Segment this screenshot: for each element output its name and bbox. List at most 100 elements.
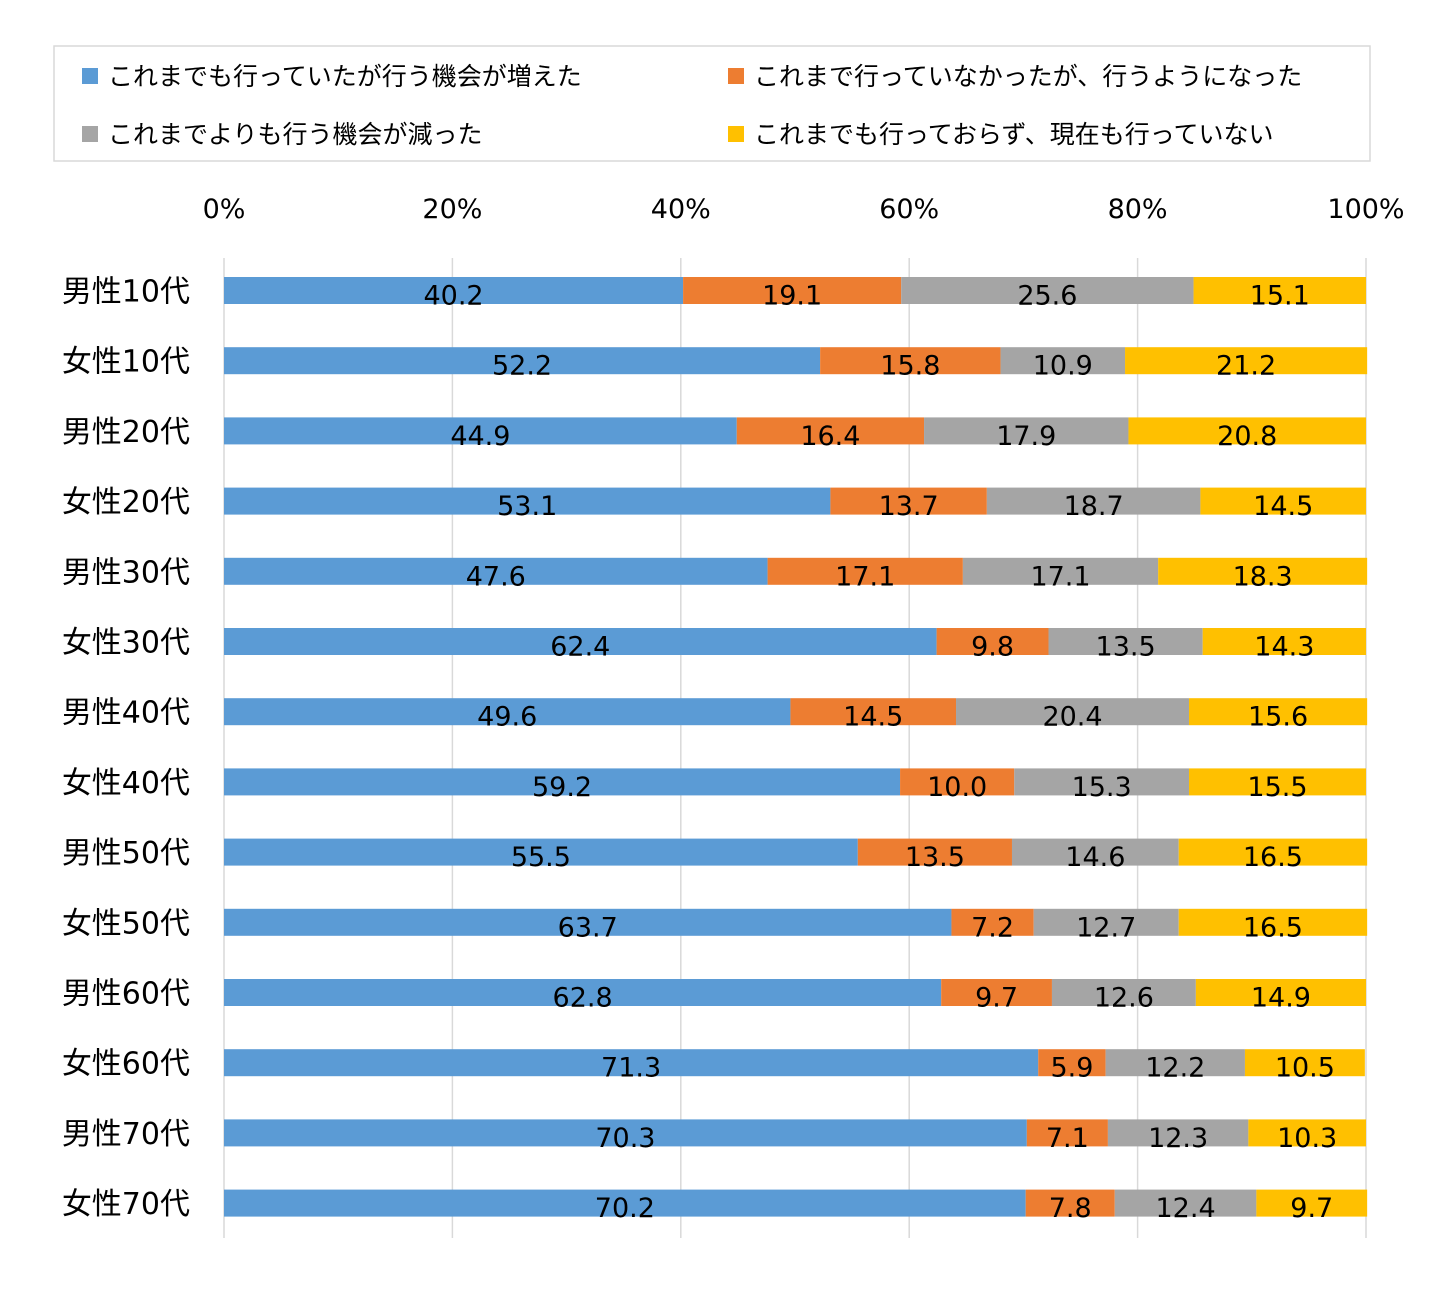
data-label: 15.1 bbox=[1250, 281, 1310, 312]
data-label: 55.5 bbox=[511, 842, 571, 873]
category-label: 女性30代 bbox=[62, 626, 190, 661]
category-label: 女性50代 bbox=[62, 906, 190, 941]
category-label: 女性60代 bbox=[62, 1047, 190, 1082]
bar-segment bbox=[1000, 347, 1126, 375]
bar-segment bbox=[224, 557, 768, 585]
category-label: 女性40代 bbox=[62, 766, 190, 801]
x-axis-tick-labels: 0% 20% 40% 60% 80% 100% bbox=[203, 194, 1405, 225]
data-label: 19.1 bbox=[762, 281, 822, 312]
data-label: 16.5 bbox=[1243, 912, 1303, 943]
data-label: 16.5 bbox=[1243, 842, 1303, 873]
data-label: 13.7 bbox=[879, 491, 939, 522]
bar-segment bbox=[224, 979, 942, 1006]
bar-segment bbox=[767, 557, 963, 585]
category-label: 女性20代 bbox=[62, 485, 190, 520]
data-label: 18.3 bbox=[1233, 561, 1293, 592]
x-tick-label: 20% bbox=[422, 194, 482, 225]
bar-segment bbox=[1051, 979, 1196, 1006]
legend-swatch bbox=[728, 68, 744, 84]
data-label: 16.4 bbox=[800, 421, 860, 452]
bar-segment bbox=[1178, 838, 1368, 866]
data-label: 15.5 bbox=[1247, 772, 1307, 803]
bar-segment bbox=[790, 698, 957, 726]
bar-segment bbox=[1105, 1049, 1245, 1077]
bar-segment bbox=[224, 1189, 1026, 1217]
bar-segment bbox=[1033, 908, 1179, 936]
data-label: 12.7 bbox=[1076, 912, 1136, 943]
data-label: 47.6 bbox=[466, 561, 526, 592]
bar-segment bbox=[951, 908, 1034, 936]
bar-segment bbox=[1248, 1119, 1366, 1147]
bar-segment bbox=[1011, 838, 1179, 866]
bar-segment bbox=[224, 487, 831, 515]
data-label: 49.6 bbox=[477, 702, 537, 733]
data-label: 21.2 bbox=[1216, 351, 1276, 382]
data-label: 9.8 bbox=[971, 632, 1014, 663]
bar-segment bbox=[924, 417, 1129, 445]
bar-segment bbox=[900, 768, 1015, 796]
gridlines bbox=[223, 258, 1367, 1238]
category-labels: 男性10代女性10代男性20代女性20代男性30代女性30代男性40代女性40代… bbox=[62, 275, 190, 1223]
bar-segment bbox=[736, 417, 925, 445]
bar-segment bbox=[1195, 979, 1366, 1006]
data-label: 53.1 bbox=[497, 491, 557, 522]
data-label: 14.5 bbox=[843, 702, 903, 733]
category-label: 男性10代 bbox=[62, 275, 190, 310]
data-label: 70.3 bbox=[595, 1123, 655, 1154]
bars bbox=[224, 277, 1368, 1217]
category-label: 男性30代 bbox=[62, 555, 190, 590]
bar-segment bbox=[224, 698, 791, 726]
data-label: 17.1 bbox=[1030, 561, 1090, 592]
data-label: 18.7 bbox=[1064, 491, 1124, 522]
x-tick-label: 100% bbox=[1327, 194, 1404, 225]
data-label: 7.2 bbox=[971, 912, 1014, 943]
category-label: 女性70代 bbox=[62, 1187, 190, 1222]
data-label: 44.9 bbox=[450, 421, 510, 452]
data-label: 15.6 bbox=[1248, 702, 1308, 733]
data-label: 10.5 bbox=[1275, 1053, 1335, 1084]
bar-segment bbox=[1025, 1189, 1115, 1217]
legend-swatch bbox=[82, 126, 98, 142]
data-label: 15.3 bbox=[1072, 772, 1132, 803]
data-label: 12.6 bbox=[1094, 983, 1154, 1014]
bar-segment bbox=[820, 347, 1001, 375]
data-label: 14.9 bbox=[1251, 983, 1311, 1014]
data-label: 12.3 bbox=[1148, 1123, 1208, 1154]
bar-segment bbox=[1125, 347, 1368, 375]
legend-label: これまでも行っていたが行う機会が増えた bbox=[108, 62, 582, 91]
bar-segment bbox=[936, 628, 1049, 655]
data-label: 20.8 bbox=[1217, 421, 1277, 452]
data-label: 15.8 bbox=[880, 351, 940, 382]
data-label: 5.9 bbox=[1050, 1053, 1093, 1084]
data-label: 13.5 bbox=[1096, 632, 1156, 663]
data-label: 59.2 bbox=[532, 772, 592, 803]
bar-segment bbox=[1202, 628, 1366, 655]
bar-segment bbox=[1158, 557, 1368, 585]
bar-segment bbox=[941, 979, 1052, 1006]
legend-label: これまでも行っておらず、現在も行っていない bbox=[754, 120, 1274, 149]
data-label: 17.1 bbox=[835, 561, 895, 592]
bar-segment bbox=[224, 768, 901, 796]
category-label: 男性70代 bbox=[62, 1117, 190, 1152]
bar-segment bbox=[224, 277, 684, 304]
data-label: 62.4 bbox=[550, 632, 610, 663]
data-label: 14.5 bbox=[1253, 491, 1313, 522]
bar-segment bbox=[962, 557, 1159, 585]
legend-label: これまで行っていなかったが、行うようになった bbox=[754, 62, 1302, 91]
bar-segment bbox=[901, 277, 1194, 304]
data-label: 63.7 bbox=[558, 912, 618, 943]
data-label: 7.8 bbox=[1049, 1193, 1092, 1224]
bar-segment bbox=[1107, 1119, 1249, 1147]
bar-segment bbox=[1026, 1119, 1108, 1147]
data-label: 52.2 bbox=[492, 351, 552, 382]
data-label: 20.4 bbox=[1042, 702, 1102, 733]
data-label: 71.3 bbox=[601, 1053, 661, 1084]
bar-segment bbox=[986, 487, 1201, 515]
data-label: 12.2 bbox=[1145, 1053, 1205, 1084]
bar-segment bbox=[857, 838, 1012, 866]
bar-segment bbox=[1193, 277, 1366, 304]
bar-segment bbox=[1188, 768, 1366, 796]
bar-segment bbox=[1244, 1049, 1365, 1077]
data-labels: 40.2 19.1 25.6 15.1 52.2 15.8 10.9 21.2 44.9 16.4… bbox=[423, 281, 1337, 1225]
data-label: 10.3 bbox=[1277, 1123, 1337, 1154]
